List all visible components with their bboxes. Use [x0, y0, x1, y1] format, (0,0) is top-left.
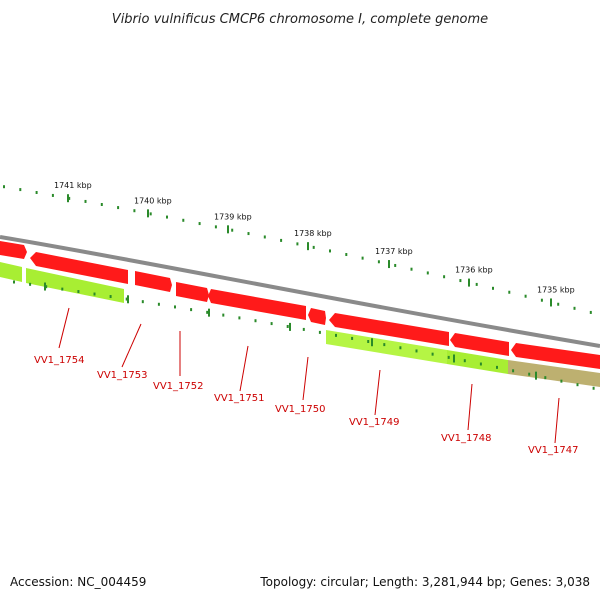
- forward-gene-1: [0, 241, 27, 259]
- gene-leader-line: [58, 307, 70, 349]
- kbp-label: 1737 kbp: [375, 247, 413, 256]
- reverse-strand-genes: [0, 262, 600, 387]
- chromosome-backbone: [0, 235, 600, 348]
- forward-gene-9: [511, 343, 600, 369]
- reverse-gene-1: [0, 262, 22, 282]
- gene-label: VV1_1754: [34, 355, 85, 366]
- reverse-gene-4: [447, 350, 508, 374]
- gene-label: VV1_1750: [275, 404, 326, 415]
- genome-summary-text: Topology: circular; Length: 3,281,944 bp…: [259, 575, 590, 589]
- inner-tick-track: [13, 280, 595, 390]
- gene-label: VV1_1752: [153, 381, 204, 392]
- forward-gene-3: [135, 271, 172, 292]
- gene-label: VV1_1747: [528, 445, 579, 456]
- gene-label: VV1_1749: [349, 417, 400, 428]
- kbp-label: 1740 kbp: [134, 196, 172, 205]
- kbp-label: 1739 kbp: [214, 212, 252, 221]
- gene-label: VV1_1751: [214, 393, 265, 404]
- forward-strand-genes: [0, 241, 600, 369]
- gene-leader-line: [374, 369, 381, 416]
- gene-leader-line: [239, 345, 249, 392]
- reverse-gene-5: [508, 360, 600, 387]
- accession-text: Accession: NC_004459: [10, 575, 146, 589]
- forward-gene-5: [208, 289, 306, 320]
- forward-gene-7: [329, 313, 449, 346]
- kbp-label: 1736 kbp: [455, 266, 493, 275]
- gene-label: VV1_1748: [441, 433, 492, 444]
- reverse-gene-2: [26, 268, 124, 303]
- forward-gene-4: [176, 282, 209, 302]
- gene-leader-line: [121, 323, 142, 368]
- forward-gene-8: [450, 333, 509, 356]
- kbp-label: 1735 kbp: [537, 285, 575, 294]
- gene-label: VV1_1753: [97, 370, 148, 381]
- kbp-label: 1741 kbp: [54, 181, 92, 190]
- gene-leader-line: [554, 397, 560, 444]
- gene-labels: VV1_1754 VV1_1753 VV1_1752 VV1_1751 VV1_1750…: [34, 307, 579, 456]
- reverse-gene-3: [326, 330, 447, 364]
- kbp-labels: 1741 kbp 1740 kbp 1739 kbp 1738 kbp 1737 kbp…: [54, 181, 575, 294]
- outer-tick-track: [3, 185, 592, 314]
- forward-gene-2: [30, 252, 128, 284]
- forward-gene-6: [308, 308, 326, 325]
- map-title: Vibrio vulnificus CMCP6 chromosome I, co…: [112, 12, 488, 27]
- kbp-label: 1738 kbp: [294, 229, 332, 238]
- gene-leader-line: [467, 383, 473, 431]
- gene-leader-line: [302, 356, 309, 401]
